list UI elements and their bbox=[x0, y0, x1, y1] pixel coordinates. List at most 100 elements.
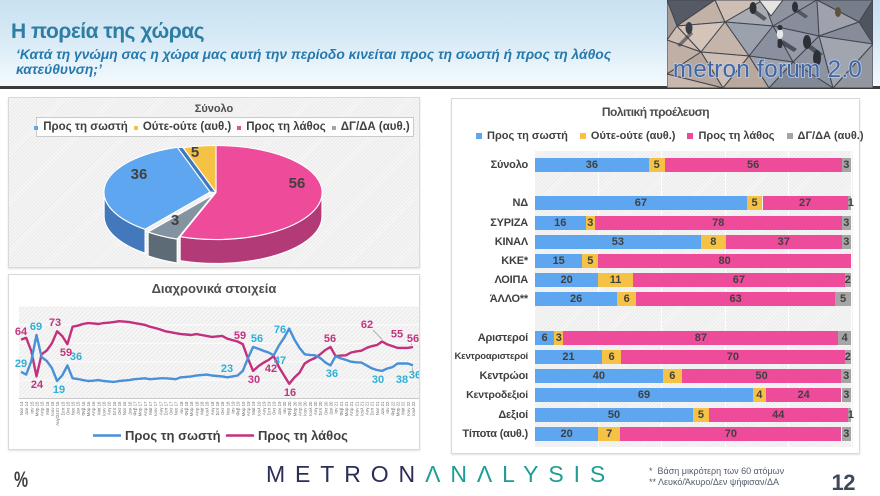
svg-text:38: 38 bbox=[396, 374, 408, 386]
svg-text:Ιουν 16: Ιουν 16 bbox=[102, 401, 107, 416]
svg-text:Απρ 20: Απρ 20 bbox=[298, 401, 303, 416]
svg-text:Νοε 16: Νοε 16 bbox=[122, 401, 127, 415]
svg-text:Απρ 21: Απρ 21 bbox=[349, 401, 354, 416]
svg-text:Αυγ 18: Αυγ 18 bbox=[210, 401, 215, 415]
svg-text:Μαϊ 18: Μαϊ 18 bbox=[200, 401, 205, 415]
svg-text:Μαρ 17: Μαρ 17 bbox=[138, 401, 143, 416]
svg-text:Ιουν 15: Ιουν 15 bbox=[50, 401, 55, 416]
svg-text:23: 23 bbox=[221, 363, 233, 375]
svg-text:30: 30 bbox=[248, 374, 260, 386]
svg-text:47: 47 bbox=[274, 355, 286, 367]
svg-text:Προς τη λάθος: Προς τη λάθος bbox=[258, 428, 348, 443]
svg-text:Απρ 19: Απρ 19 bbox=[246, 401, 251, 416]
svg-text:56: 56 bbox=[324, 333, 336, 345]
svg-text:Ιαν 15: Ιαν 15 bbox=[29, 401, 34, 414]
svg-text:Φεβ 19: Φεβ 19 bbox=[236, 401, 241, 416]
svg-text:3: 3 bbox=[171, 212, 179, 229]
svg-text:Σεπ 19: Σεπ 19 bbox=[267, 401, 272, 415]
svg-text:Ιαν 21: Ιαν 21 bbox=[334, 401, 339, 414]
svg-text:64: 64 bbox=[15, 326, 28, 338]
svg-text:Ιουλ 19: Ιουλ 19 bbox=[256, 401, 261, 416]
svg-text:55: 55 bbox=[391, 329, 403, 341]
svg-text:36: 36 bbox=[326, 368, 338, 380]
svg-text:Αυγ 17: Αυγ 17 bbox=[158, 401, 163, 415]
svg-text:Νοε 15: Νοε 15 bbox=[71, 401, 76, 415]
svg-text:Ιαν 18: Ιαν 18 bbox=[179, 401, 184, 414]
svg-text:Ιαν 19: Ιαν 19 bbox=[231, 401, 236, 414]
svg-text:Μαρ 18: Μαρ 18 bbox=[189, 401, 194, 416]
svg-text:Δεκ 20: Δεκ 20 bbox=[329, 401, 334, 415]
svg-text:Ιουλ 20: Ιουλ 20 bbox=[308, 401, 313, 416]
svg-text:Δεκ 21: Δεκ 21 bbox=[380, 401, 385, 415]
svg-text:Φεβ 21: Φεβ 21 bbox=[339, 401, 344, 416]
svg-text:56: 56 bbox=[251, 333, 263, 345]
svg-text:Φεβ 18: Φεβ 18 bbox=[184, 401, 189, 416]
svg-text:Απρ 16: Απρ 16 bbox=[91, 401, 96, 416]
svg-text:42: 42 bbox=[265, 363, 277, 375]
svg-text:Οκτ 18: Οκτ 18 bbox=[220, 401, 225, 415]
svg-text:Σεπ 17: Σεπ 17 bbox=[163, 401, 168, 415]
svg-text:5: 5 bbox=[191, 144, 199, 161]
svg-text:Ιουν 17: Ιουν 17 bbox=[153, 401, 158, 416]
svg-text:36: 36 bbox=[131, 166, 148, 183]
svg-text:Μαϊ 15: Μαϊ 15 bbox=[45, 401, 50, 415]
svg-text:Σεπ 20: Σεπ 20 bbox=[318, 401, 323, 415]
svg-text:Μαϊ 22: Μαϊ 22 bbox=[401, 401, 406, 415]
svg-text:59: 59 bbox=[234, 330, 246, 342]
svg-text:Αυγ/Σεπτ 15: Αυγ/Σεπτ 15 bbox=[55, 401, 60, 426]
svg-text:Μαρ 16: Μαρ 16 bbox=[86, 401, 91, 416]
svg-text:Μαρ 15: Μαρ 15 bbox=[35, 401, 40, 416]
svg-text:metron forum 2.0: metron forum 2.0 bbox=[673, 56, 862, 83]
svg-text:Ιουν 22: Ιουν 22 bbox=[406, 401, 411, 416]
svg-text:19: 19 bbox=[53, 384, 65, 396]
svg-text:Σεπ 18: Σεπ 18 bbox=[215, 401, 220, 415]
svg-text:56: 56 bbox=[289, 175, 306, 192]
svg-text:59: 59 bbox=[60, 347, 72, 359]
svg-text:Σεπ 15: Σεπ 15 bbox=[60, 401, 65, 415]
svg-text:Ιουλ 21: Ιουλ 21 bbox=[359, 401, 364, 416]
svg-text:Αυγ 20: Αυγ 20 bbox=[313, 401, 318, 415]
svg-text:36: 36 bbox=[409, 370, 419, 382]
svg-text:Νοε 21: Νοε 21 bbox=[375, 401, 380, 415]
svg-text:Ιαν 22: Ιαν 22 bbox=[385, 401, 390, 414]
svg-text:Νοε 14: Νοε 14 bbox=[19, 401, 24, 415]
svg-text:69: 69 bbox=[30, 321, 42, 333]
svg-text:Φεβ 16: Φεβ 16 bbox=[81, 401, 86, 416]
svg-text:Μαϊ 17: Μαϊ 17 bbox=[148, 401, 153, 415]
svg-text:73: 73 bbox=[49, 317, 61, 329]
svg-text:Απρ 18: Απρ 18 bbox=[194, 401, 199, 416]
svg-text:Μαρ 20: Μαρ 20 bbox=[292, 401, 297, 416]
svg-text:24: 24 bbox=[31, 379, 44, 391]
svg-text:Φεβ 22: Φεβ 22 bbox=[390, 401, 395, 416]
svg-text:Μαρ 21: Μαρ 21 bbox=[344, 401, 349, 416]
svg-text:Ιαν 20: Ιαν 20 bbox=[282, 401, 287, 414]
svg-text:Ιουν 21: Ιουν 21 bbox=[354, 401, 359, 416]
svg-text:Οκτ 17: Οκτ 17 bbox=[169, 401, 174, 415]
svg-text:62: 62 bbox=[361, 319, 373, 331]
svg-text:30: 30 bbox=[372, 374, 384, 386]
svg-text:Ιουν 20: Ιουν 20 bbox=[303, 401, 308, 416]
svg-text:Φεβ 20: Φεβ 20 bbox=[287, 401, 292, 416]
svg-text:Δεκ 19: Δεκ 19 bbox=[277, 401, 282, 415]
svg-text:Απρ 15: Απρ 15 bbox=[40, 401, 45, 416]
svg-text:Μαρ 22: Μαρ 22 bbox=[396, 401, 401, 416]
svg-text:16: 16 bbox=[284, 387, 296, 399]
svg-text:36: 36 bbox=[70, 351, 82, 363]
svg-text:Ιουλ 18: Ιουλ 18 bbox=[205, 401, 210, 416]
svg-text:Σεπ 16: Σεπ 16 bbox=[112, 401, 117, 415]
svg-text:Απρ 17: Απρ 17 bbox=[143, 401, 148, 416]
svg-text:Οκτ 15: Οκτ 15 bbox=[65, 401, 70, 415]
svg-text:Οκτ 20: Οκτ 20 bbox=[323, 401, 328, 415]
svg-text:Δεκ 16: Δεκ 16 bbox=[127, 401, 132, 415]
svg-text:Σεπ 21: Σεπ 21 bbox=[370, 401, 375, 415]
svg-text:Δεκ 15: Δεκ 15 bbox=[76, 401, 81, 415]
svg-text:56: 56 bbox=[407, 333, 419, 345]
svg-text:Οκτ 19: Οκτ 19 bbox=[272, 401, 277, 415]
svg-text:Μαϊ 16: Μαϊ 16 bbox=[96, 401, 101, 415]
svg-text:Δεκ 14: Δεκ 14 bbox=[24, 401, 29, 415]
svg-text:Αυγ 21: Αυγ 21 bbox=[365, 401, 370, 415]
svg-text:Μαϊ 19: Μαϊ 19 bbox=[251, 401, 256, 415]
svg-text:Νοε 18: Νοε 18 bbox=[225, 401, 230, 415]
svg-text:Ιουλ 22: Ιουλ 22 bbox=[411, 401, 416, 416]
svg-text:76: 76 bbox=[274, 324, 286, 336]
